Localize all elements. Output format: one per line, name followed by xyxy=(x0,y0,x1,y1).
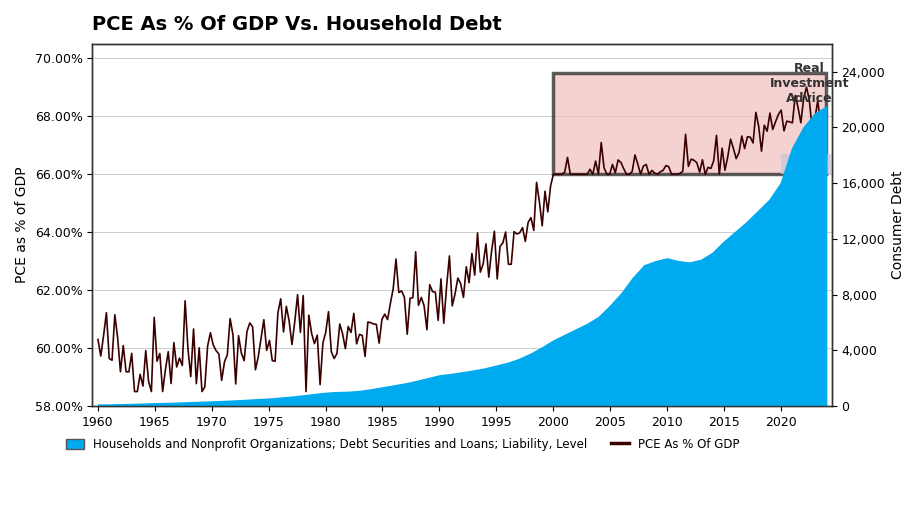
Legend: Households and Nonprofit Organizations; Debt Securities and Loans; Liability, Le: Households and Nonprofit Organizations; … xyxy=(62,434,743,455)
Y-axis label: Consumer Debt: Consumer Debt xyxy=(890,171,904,279)
Text: Real
Investment
Advice: Real Investment Advice xyxy=(769,62,848,105)
Y-axis label: PCE as % of GDP: PCE as % of GDP xyxy=(15,167,29,283)
Text: PCE As % Of GDP Vs. Household Debt: PCE As % Of GDP Vs. Household Debt xyxy=(92,15,502,34)
FancyBboxPatch shape xyxy=(780,154,831,174)
FancyBboxPatch shape xyxy=(552,73,825,174)
